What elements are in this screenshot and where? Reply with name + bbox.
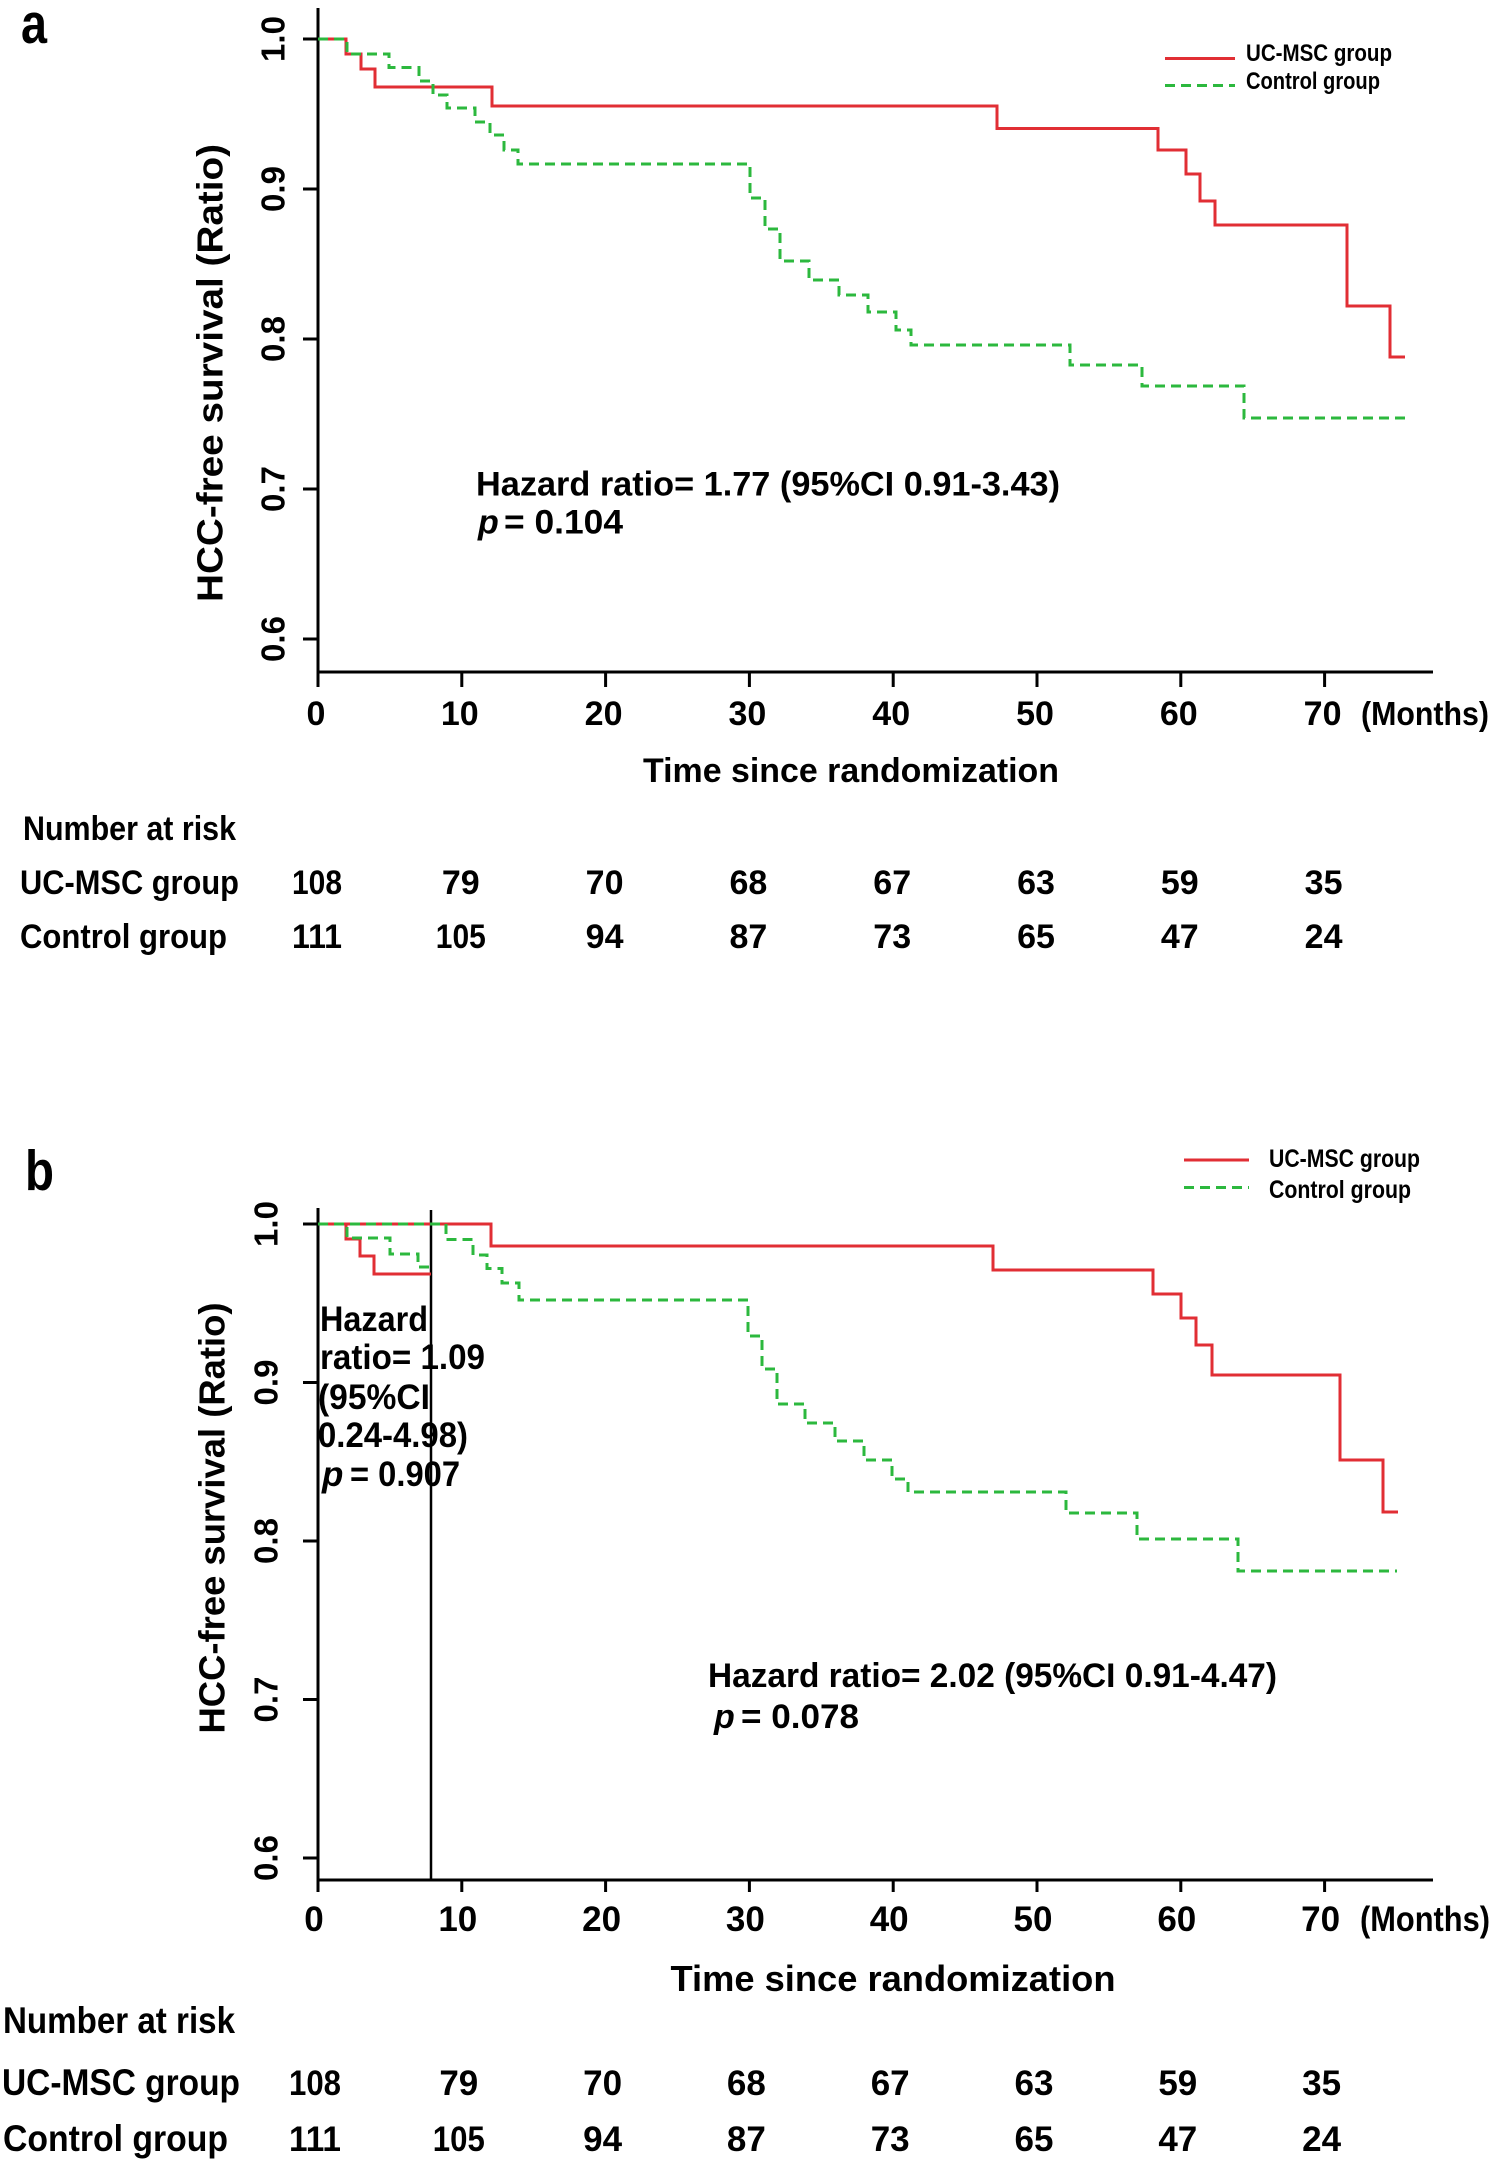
svg-text:67: 67	[873, 864, 911, 902]
svg-text:24: 24	[1305, 918, 1343, 956]
svg-text:0.24-4.98): 0.24-4.98)	[318, 1416, 468, 1455]
svg-text:Time since randomization: Time since randomization	[671, 1958, 1116, 1999]
svg-text:HCC-free survival (Ratio): HCC-free survival (Ratio)	[192, 1303, 233, 1734]
svg-text:70: 70	[1301, 1900, 1340, 1939]
svg-text:70: 70	[1304, 695, 1342, 733]
svg-text:= 0.104: = 0.104	[504, 504, 623, 542]
svg-text:(Months): (Months)	[1361, 695, 1489, 732]
svg-text:0.7: 0.7	[248, 1677, 285, 1723]
svg-text:105: 105	[433, 2120, 485, 2159]
svg-text:20: 20	[585, 695, 623, 733]
svg-text:65: 65	[1017, 918, 1055, 956]
svg-text:b: b	[25, 1139, 54, 1203]
svg-text:50: 50	[1016, 695, 1054, 733]
svg-text:0: 0	[304, 1900, 323, 1939]
svg-text:68: 68	[729, 864, 767, 902]
svg-text:Control group: Control group	[1246, 68, 1380, 95]
svg-text:= 0.078: = 0.078	[741, 1698, 859, 1736]
svg-text:0.9: 0.9	[255, 166, 292, 212]
svg-text:47: 47	[1158, 2120, 1197, 2159]
svg-text:105: 105	[436, 918, 486, 956]
svg-text:79: 79	[442, 864, 480, 902]
svg-text:0.8: 0.8	[255, 316, 292, 362]
svg-text:30: 30	[726, 1900, 765, 1939]
svg-text:UC-MSC group: UC-MSC group	[1246, 40, 1392, 67]
svg-text:59: 59	[1158, 2064, 1197, 2103]
svg-text:47: 47	[1161, 918, 1199, 956]
svg-text:50: 50	[1014, 1900, 1053, 1939]
svg-text:HCC-free survival (Ratio): HCC-free survival (Ratio)	[190, 144, 231, 602]
svg-text:94: 94	[586, 918, 624, 956]
svg-text:p: p	[713, 1698, 735, 1736]
svg-text:111: 111	[292, 918, 342, 956]
svg-text:Number at risk: Number at risk	[23, 810, 236, 848]
svg-text:Hazard ratio= 2.02 (95%CI 0.91: Hazard ratio= 2.02 (95%CI 0.91-4.47)	[708, 1657, 1277, 1695]
svg-text:1.0: 1.0	[248, 1201, 285, 1247]
svg-text:20: 20	[582, 1900, 621, 1939]
svg-text:70: 70	[583, 2064, 622, 2103]
svg-text:0.6: 0.6	[248, 1835, 285, 1881]
svg-text:0.9: 0.9	[248, 1360, 285, 1406]
svg-text:70: 70	[586, 864, 624, 902]
svg-text:35: 35	[1302, 2064, 1341, 2103]
svg-text:35: 35	[1305, 864, 1343, 902]
svg-text:40: 40	[870, 1900, 909, 1939]
svg-text:79: 79	[439, 2064, 478, 2103]
svg-text:10: 10	[438, 1900, 477, 1939]
svg-text:Control group: Control group	[3, 2118, 228, 2159]
svg-text:108: 108	[292, 864, 342, 902]
svg-text:73: 73	[873, 918, 911, 956]
svg-text:65: 65	[1015, 2120, 1054, 2159]
svg-text:63: 63	[1017, 864, 1055, 902]
svg-text:ratio= 1.09: ratio= 1.09	[320, 1338, 485, 1377]
svg-text:Control group: Control group	[1269, 1176, 1411, 1204]
svg-text:60: 60	[1160, 695, 1198, 733]
svg-text:10: 10	[441, 695, 479, 733]
svg-text:40: 40	[872, 695, 910, 733]
svg-text:p: p	[321, 1455, 343, 1494]
svg-text:UC-MSC group: UC-MSC group	[20, 864, 239, 902]
svg-text:68: 68	[727, 2064, 766, 2103]
svg-text:67: 67	[871, 2064, 910, 2103]
svg-text:73: 73	[871, 2120, 910, 2159]
svg-text:(95%CI: (95%CI	[318, 1378, 430, 1417]
svg-text:0: 0	[307, 695, 326, 733]
svg-text:30: 30	[728, 695, 766, 733]
svg-text:Time since randomization: Time since randomization	[643, 752, 1059, 790]
svg-text:UC-MSC group: UC-MSC group	[1269, 1145, 1420, 1173]
svg-text:87: 87	[727, 2120, 766, 2159]
svg-text:Hazard: Hazard	[320, 1300, 428, 1339]
svg-text:1.0: 1.0	[255, 16, 292, 62]
svg-text:94: 94	[583, 2120, 622, 2159]
svg-text:Number at risk: Number at risk	[3, 2000, 235, 2041]
svg-text:= 0.907: = 0.907	[350, 1455, 460, 1494]
svg-text:111: 111	[289, 2120, 341, 2159]
svg-text:108: 108	[289, 2064, 341, 2103]
svg-text:UC-MSC group: UC-MSC group	[2, 2062, 240, 2103]
svg-text:0.6: 0.6	[255, 616, 292, 662]
svg-text:60: 60	[1157, 1900, 1196, 1939]
svg-text:87: 87	[729, 918, 767, 956]
svg-text:0.8: 0.8	[248, 1518, 285, 1564]
svg-text:Hazard ratio= 1.77 (95%CI 0.91: Hazard ratio= 1.77 (95%CI 0.91-3.43)	[476, 466, 1060, 504]
svg-text:24: 24	[1302, 2120, 1341, 2159]
svg-text:0.7: 0.7	[255, 466, 292, 512]
svg-text:(Months): (Months)	[1360, 1900, 1490, 1939]
svg-text:p: p	[477, 504, 499, 542]
svg-text:63: 63	[1015, 2064, 1054, 2103]
svg-text:a: a	[21, 0, 48, 56]
svg-text:Control group: Control group	[20, 918, 227, 956]
svg-text:59: 59	[1161, 864, 1199, 902]
